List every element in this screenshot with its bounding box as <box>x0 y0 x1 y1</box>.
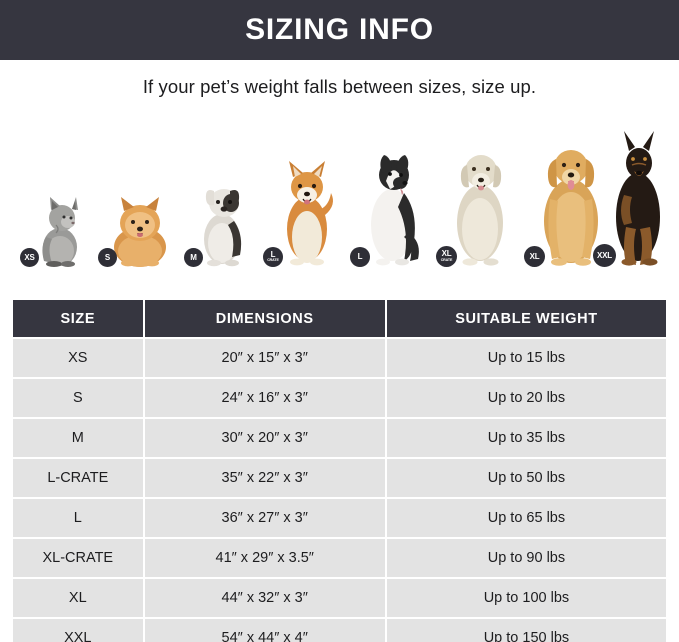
animal-m: M <box>184 175 263 267</box>
cell-dimensions: 36″ x 27″ x 3″ <box>144 499 385 537</box>
dog-pomeranian-icon <box>114 197 166 267</box>
table-row: XL 44″ x 32″ x 3″ Up to 100 lbs <box>13 579 666 617</box>
size-badge-xs: XS <box>20 248 39 267</box>
size-badge-xs-label: XS <box>24 252 35 262</box>
cell-dimensions: 24″ x 16″ x 3″ <box>144 379 385 417</box>
cell-dimensions: 35″ x 22″ x 3″ <box>144 459 385 497</box>
size-badge-m: M <box>184 248 203 267</box>
dog-labrador-icon <box>457 155 503 266</box>
header-separator <box>13 337 666 339</box>
cell-weight: Up to 90 lbs <box>386 539 666 577</box>
size-badge-xl: XL <box>524 246 545 267</box>
column-header-dimensions: DIMENSIONS <box>144 300 385 337</box>
size-badge-s-label: S <box>104 252 111 262</box>
cell-weight: Up to 150 lbs <box>386 619 666 642</box>
cell-weight: Up to 15 lbs <box>386 339 666 377</box>
cell-size: M <box>13 419 143 457</box>
dog-golden-retriever-icon <box>544 150 598 266</box>
table-row: L-CRATE 35″ x 22″ x 3″ Up to 50 lbs <box>13 459 666 497</box>
animal-xl: XL <box>524 139 617 267</box>
row-separator <box>13 617 666 619</box>
cell-size: XL <box>13 579 143 617</box>
row-separator <box>13 537 666 539</box>
size-badge-xxl: XXL <box>593 244 616 267</box>
cell-size: XXL <box>13 619 143 642</box>
animal-l: L <box>350 149 438 267</box>
page-title: SIZING INFO <box>245 13 434 46</box>
size-badge-xl-crate: XL CRATE <box>436 246 457 267</box>
cell-size: XL-CRATE <box>13 539 143 577</box>
size-badge-m-label: M <box>190 252 197 262</box>
table-row: XXL 54″ x 44″ x 4″ Up to 150 lbs <box>13 619 666 642</box>
row-separator <box>13 497 666 499</box>
animal-xxl: XXL <box>593 131 679 267</box>
table-row: S 24″ x 16″ x 3″ Up to 20 lbs <box>13 379 666 417</box>
size-table: SIZE DIMENSIONS SUITABLE WEIGHT XS 20″ x… <box>13 300 666 642</box>
cell-weight: Up to 35 lbs <box>386 419 666 457</box>
animal-s: S <box>98 189 180 267</box>
cell-dimensions: 30″ x 20″ x 3″ <box>144 419 385 457</box>
cell-weight: Up to 50 lbs <box>386 459 666 497</box>
table-row: M 30″ x 20″ x 3″ Up to 35 lbs <box>13 419 666 457</box>
row-separator <box>13 417 666 419</box>
animal-l-crate: L CRATE <box>263 159 351 267</box>
size-badge-xl-label: XL <box>529 251 540 261</box>
cell-dimensions: 54″ x 44″ x 4″ <box>144 619 385 642</box>
table-row: XL-CRATE 41″ x 29″ x 3.5″ Up to 90 lbs <box>13 539 666 577</box>
row-separator <box>13 377 666 379</box>
cell-size: L-CRATE <box>13 459 143 497</box>
dog-shiba-inu-icon <box>287 161 333 266</box>
cell-weight: Up to 65 lbs <box>386 499 666 537</box>
dog-french-bulldog-icon <box>204 189 242 267</box>
cell-weight: Up to 20 lbs <box>386 379 666 417</box>
size-badge-l-label: L <box>357 252 363 261</box>
dog-doberman-icon <box>616 131 660 266</box>
column-header-weight: SUITABLE WEIGHT <box>386 300 666 337</box>
column-header-size: SIZE <box>13 300 143 337</box>
subtitle-note: If your pet’s weight falls between sizes… <box>142 76 537 97</box>
row-separator <box>13 457 666 459</box>
table-row: L 36″ x 27″ x 3″ Up to 65 lbs <box>13 499 666 537</box>
cell-size: S <box>13 379 143 417</box>
size-badge-l-crate: L CRATE <box>263 247 283 267</box>
size-badge-l-crate-label: L <box>270 249 276 259</box>
row-separator <box>13 577 666 579</box>
animal-xl-crate: XL CRATE <box>436 145 526 267</box>
cell-dimensions: 20″ x 15″ x 3″ <box>144 339 385 377</box>
table-row: XS 20″ x 15″ x 3″ Up to 15 lbs <box>13 339 666 377</box>
cat-grey-tabby-icon <box>42 197 78 267</box>
animal-size-strip: XS <box>0 122 679 267</box>
table-header-row: SIZE DIMENSIONS SUITABLE WEIGHT <box>13 300 666 337</box>
header-band: SIZING INFO <box>0 0 679 60</box>
cell-dimensions: 44″ x 32″ x 3″ <box>144 579 385 617</box>
size-badge-xl-crate-label: XL <box>441 249 452 259</box>
cell-dimensions: 41″ x 29″ x 3.5″ <box>144 539 385 577</box>
size-badge-xl-crate-sublabel: CRATE <box>440 257 453 262</box>
dog-border-collie-icon <box>371 155 419 266</box>
size-badge-l: L <box>350 247 370 267</box>
cell-size: L <box>13 499 143 537</box>
animal-xs: XS <box>20 185 94 267</box>
size-badge-l-crate-sublabel: CRATE <box>267 258 279 263</box>
cell-weight: Up to 100 lbs <box>386 579 666 617</box>
cell-size: XS <box>13 339 143 377</box>
size-badge-xxl-label: XXL <box>597 250 612 260</box>
size-badge-s: S <box>98 248 117 267</box>
